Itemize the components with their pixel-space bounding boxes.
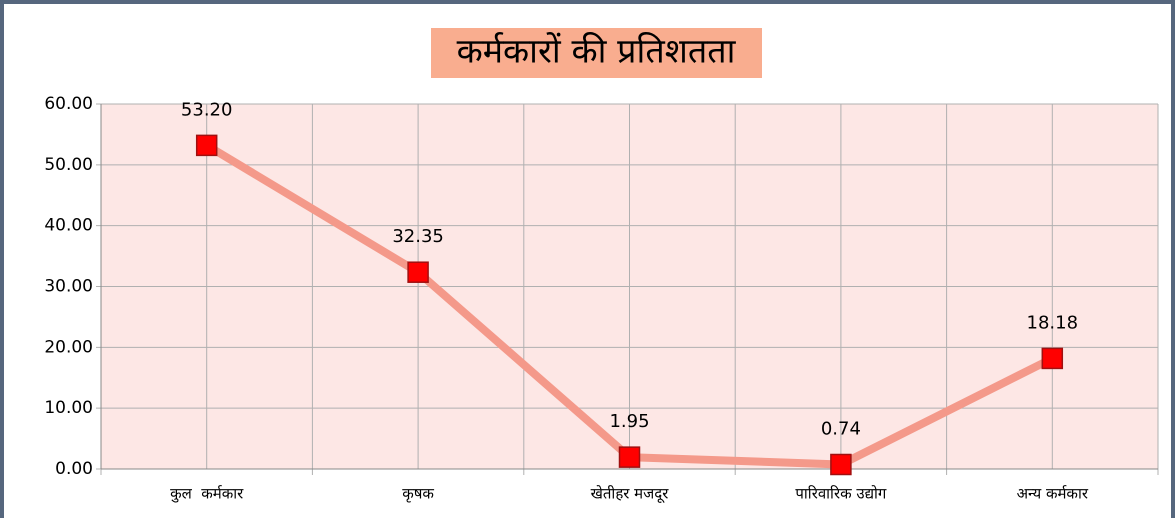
data-label: 32.35 <box>392 226 444 247</box>
title-box <box>431 28 762 78</box>
x-tick-label: खेतीहर मजदूर <box>591 485 670 504</box>
y-tick-label: 40.00 <box>44 216 93 236</box>
data-label: 1.95 <box>609 411 649 432</box>
y-tick-label: 10.00 <box>44 398 93 418</box>
marker <box>195 134 218 157</box>
y-tick-label: 0.00 <box>55 459 93 479</box>
marker <box>618 446 641 468</box>
data-label: 18.18 <box>1027 312 1079 333</box>
marker <box>407 261 429 283</box>
x-tick-label: कृषक <box>402 485 434 504</box>
marker <box>830 453 852 476</box>
data-label: 0.74 <box>821 418 861 439</box>
y-tick-label: 30.00 <box>44 277 93 297</box>
x-tick-label: पारिवारिक उद्योग <box>795 485 887 503</box>
x-tick-label: अन्य कर्मकार <box>1017 485 1089 503</box>
y-tick-label: 50.00 <box>44 155 93 175</box>
chart-title: कर्मकारों की प्रतिशतता <box>457 32 737 72</box>
data-label: 53.20 <box>181 99 233 120</box>
x-tick-label: कुल कर्मकार <box>170 485 244 504</box>
marker <box>1041 347 1064 370</box>
y-tick-label: 60.00 <box>44 94 93 114</box>
y-tick-label: 20.00 <box>44 337 93 357</box>
